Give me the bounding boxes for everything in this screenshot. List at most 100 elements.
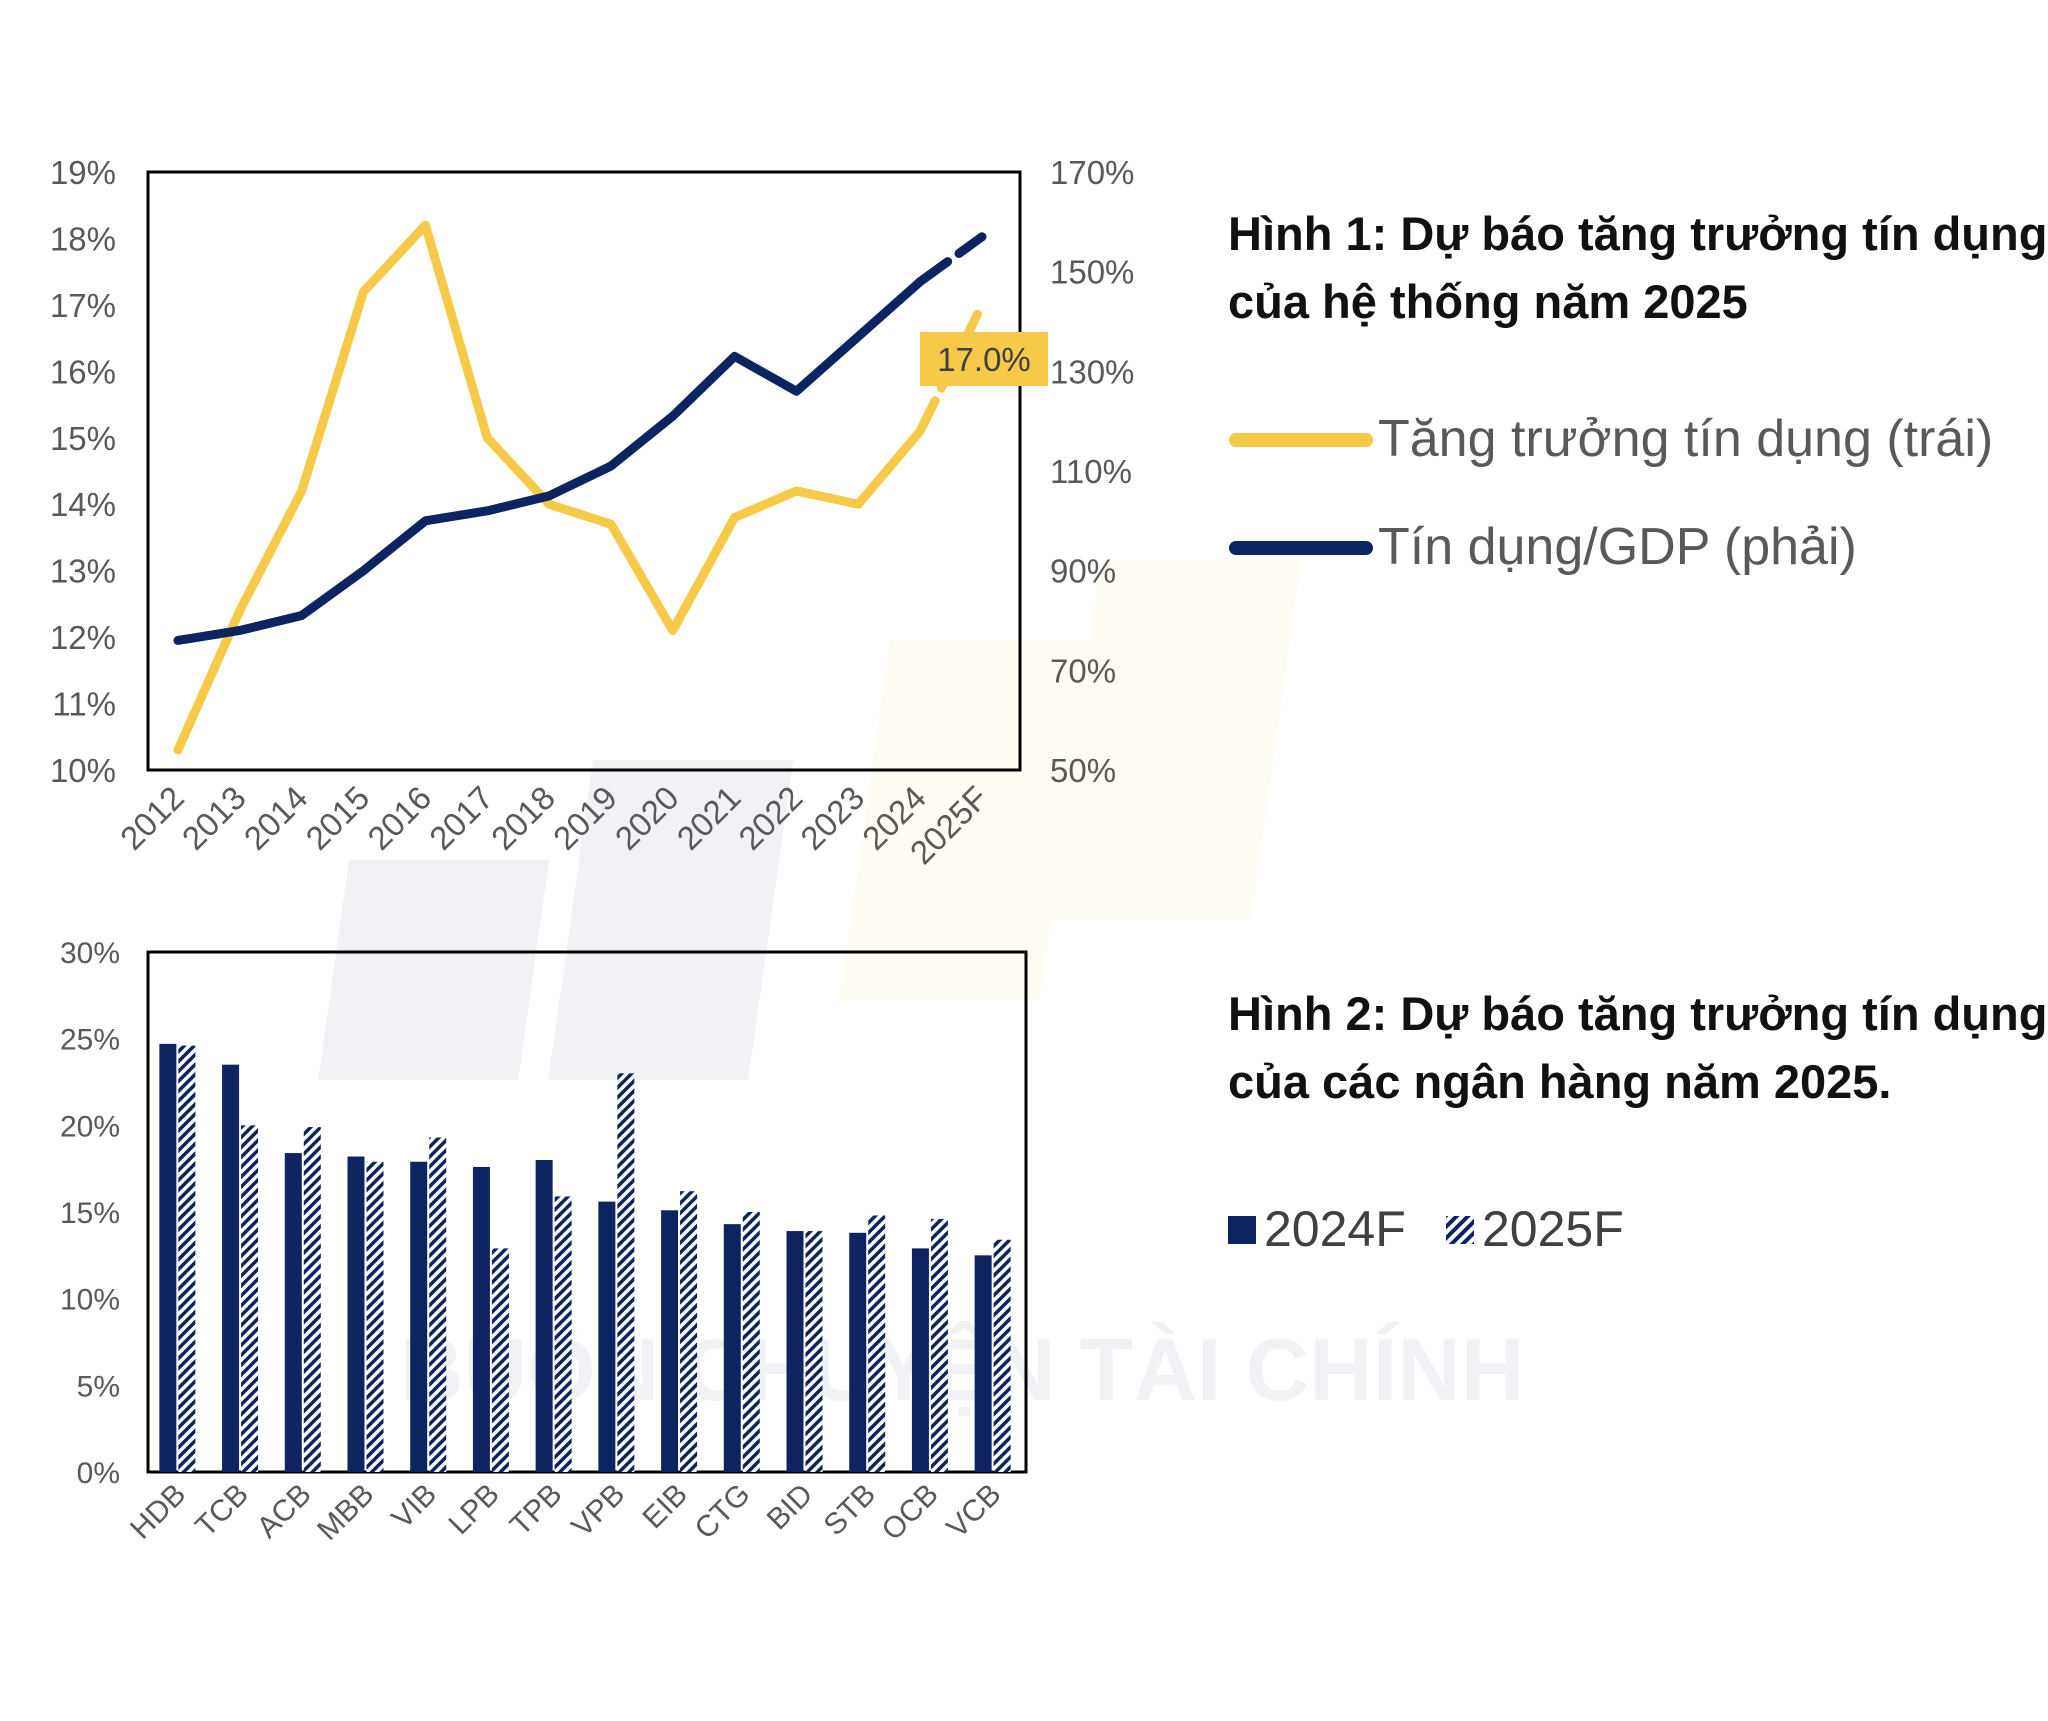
bar-y-axis-tick-label: 10%	[60, 1284, 120, 1317]
watermark-text: BUÔN CHUYỆN TÀI CHÍNH	[400, 1320, 1524, 1419]
bar-2025f	[178, 1045, 196, 1472]
left-axis-tick-label: 15%	[50, 420, 116, 457]
left-axis-tick-label: 16%	[50, 353, 116, 390]
line-series	[173, 220, 987, 755]
left-axis-tick-label: 13%	[50, 553, 116, 590]
bar-x-axis-tick-label: VCB	[941, 1478, 1008, 1545]
line-chart-legend: Tăng trưởng tín dụng (trái) Tín dụng/GDP…	[1229, 410, 1993, 576]
line-chart-title-line-2: của hệ thống năm 2025	[1228, 275, 1748, 328]
left-axis-tick-label: 12%	[50, 619, 116, 656]
bar-2025f	[805, 1231, 823, 1472]
series-line-credit-gdp	[173, 277, 925, 645]
bar-2025f	[554, 1196, 572, 1472]
x-axis-tick-label: 2015	[298, 779, 376, 857]
bar-x-axis-tick-label: EIB	[636, 1478, 694, 1536]
value-annotation: 17.0%	[920, 332, 1048, 386]
annotation-box	[920, 332, 1048, 386]
right-axis-tick-label: 50%	[1050, 752, 1116, 789]
x-axis-tick-label: 2013	[175, 779, 253, 857]
x-axis-tick-label: 2014	[237, 779, 315, 857]
bar-x-axis-tick-label: TCB	[189, 1478, 255, 1544]
legend-label-credit-gdp: Tín dụng/GDP (phải)	[1378, 518, 1857, 576]
bar-2025f	[617, 1073, 635, 1472]
bar-x-axis-tick-label: ACB	[251, 1478, 318, 1545]
bar-x-axis-tick-label: HDB	[124, 1478, 192, 1546]
bar-2024f	[472, 1166, 490, 1472]
bar-2025f	[742, 1212, 760, 1472]
bar-2025f	[429, 1137, 447, 1472]
bar-2024f	[786, 1231, 804, 1472]
bar-2024f	[347, 1156, 365, 1472]
left-axis-tick-label: 10%	[50, 752, 116, 789]
left-axis-tick-label: 11%	[52, 686, 116, 723]
bar-2024f	[723, 1224, 741, 1472]
legend-swatch-2024f	[1228, 1216, 1256, 1244]
bar-2025f	[930, 1218, 948, 1472]
bar-2025f	[993, 1239, 1011, 1472]
bar-y-axis-tick-label: 30%	[60, 937, 120, 970]
legend-label-2025f: 2025F	[1482, 1201, 1624, 1257]
bar-chart-frame	[146, 950, 1028, 1474]
bar-2024f	[535, 1160, 553, 1472]
legend-label-2024f: 2024F	[1264, 1201, 1406, 1257]
bar-x-axis-tick-label: TPB	[504, 1478, 569, 1543]
line-chart-title-line-1: Hình 1: Dự báo tăng trưởng tín dụng	[1228, 207, 2047, 260]
bar-chart-legend: 2024F 2025F	[1228, 1201, 1624, 1257]
x-axis-tick-label: 2023	[793, 779, 871, 857]
bar-y-axis-tick-label: 0%	[77, 1457, 120, 1490]
bar-x-axis-tick-label: LPB	[442, 1478, 505, 1541]
right-axis-tick-label: 130%	[1050, 353, 1134, 390]
bar-2024f	[974, 1255, 992, 1472]
bar-y-axis-tick-label: 15%	[60, 1197, 120, 1230]
series-forecast-credit-gdp	[915, 232, 987, 287]
bar-series	[159, 1043, 1011, 1472]
left-axis-tick-label: 18%	[50, 220, 116, 257]
bar-2025f	[868, 1215, 886, 1472]
bar-x-axis-tick-label: MBB	[311, 1478, 380, 1547]
bar-x-axis-tick-label: BID	[761, 1478, 820, 1537]
bar-2024f	[598, 1201, 616, 1472]
right-axis-tick-label: 170%	[1050, 154, 1134, 191]
bar-2024f	[661, 1210, 679, 1472]
bar-x-axis-tick-label: STB	[818, 1478, 883, 1543]
left-axis-tick-label: 14%	[50, 486, 116, 523]
bar-y-axis-tick-label: 20%	[60, 1110, 120, 1143]
right-axis-tick-label: 90%	[1050, 553, 1116, 590]
annotation-label: 17.0%	[937, 341, 1031, 378]
bar-2024f	[284, 1153, 302, 1472]
bar-2025f	[491, 1248, 509, 1472]
right-axis-tick-label: 150%	[1050, 254, 1134, 291]
x-axis-tick-label: 2018	[484, 779, 562, 857]
right-axis-ticks: 170% 150% 130% 110% 90% 70% 50%	[1050, 154, 1134, 789]
bar-y-axis-tick-label: 5%	[77, 1370, 120, 1403]
bar-chart-title: Hình 2: Dự báo tăng trưởng tín dụng của …	[1228, 987, 2047, 1108]
left-axis-tick-label: 17%	[50, 287, 116, 324]
right-axis-tick-label: 70%	[1050, 652, 1116, 689]
bar-2025f	[303, 1127, 321, 1472]
bar-x-axis-tick-label: VPB	[566, 1478, 632, 1544]
bar-2025f	[241, 1125, 259, 1472]
x-axis-tick-label: 2017	[422, 779, 500, 857]
legend-label-credit-growth: Tăng trưởng tín dụng (trái)	[1378, 410, 1993, 468]
bar-y-axis-tick-label: 25%	[60, 1024, 120, 1057]
bar-2024f	[222, 1064, 240, 1472]
bar-x-axis-tick-label: OCB	[876, 1478, 945, 1547]
left-axis-ticks: 19% 18% 17% 16% 15% 14% 13% 12% 11% 10%	[50, 154, 116, 789]
bar-2024f	[849, 1232, 867, 1472]
bar-2024f	[159, 1043, 177, 1472]
x-axis-tick-label: 2012	[113, 779, 191, 857]
watermark: BUÔN CHUYỆN TÀI CHÍNH	[318, 560, 1524, 1419]
line-chart-frame	[146, 170, 1022, 772]
bar-2024f	[410, 1161, 428, 1472]
right-axis-tick-label: 110%	[1050, 453, 1132, 490]
bar-2025f	[366, 1161, 384, 1472]
bar-2025f	[680, 1191, 698, 1472]
legend-swatch-2025f	[1446, 1216, 1474, 1244]
series-line-credit-growth	[173, 220, 925, 755]
bar-y-axis-ticks: 30% 25% 20% 15% 10% 5% 0%	[60, 937, 120, 1490]
bar-chart-title-line-2: của các ngân hàng năm 2025.	[1228, 1055, 1892, 1108]
